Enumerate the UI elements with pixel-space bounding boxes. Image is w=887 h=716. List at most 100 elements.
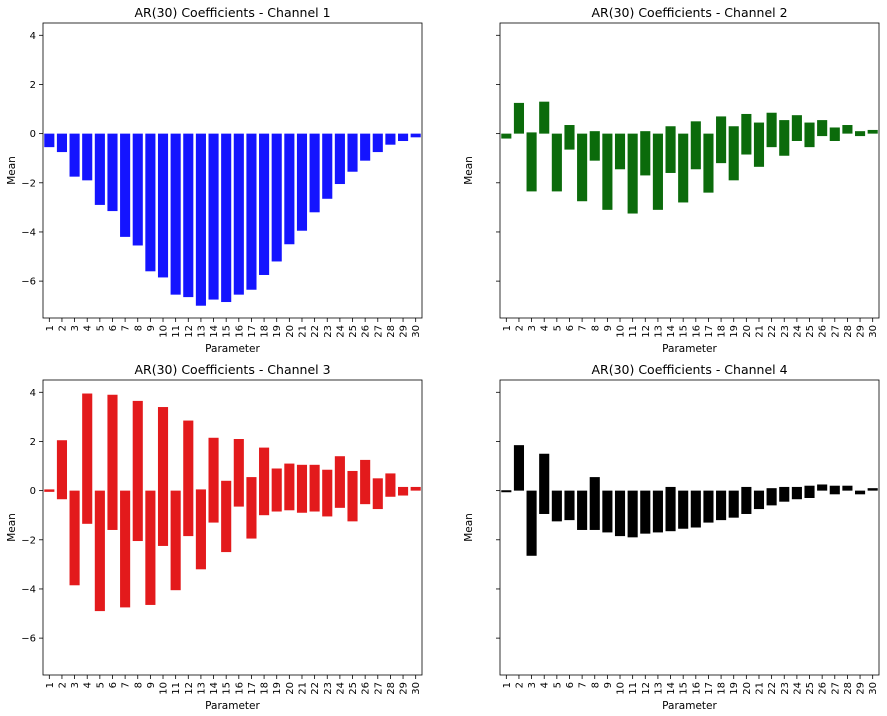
x-tick-label: 24 <box>792 682 803 695</box>
bar-param-5 <box>94 490 105 612</box>
bar-param-7 <box>120 133 131 237</box>
y-tick-label: 2 <box>30 437 36 448</box>
bar-param-27 <box>829 485 840 495</box>
x-tick-label: 1 <box>45 682 56 688</box>
x-tick-label: 23 <box>323 682 334 695</box>
bar-param-20 <box>741 486 752 514</box>
x-tick-label: 1 <box>45 325 56 331</box>
x-tick-label: 7 <box>578 682 589 688</box>
x-tick-label: 25 <box>348 325 359 338</box>
bar-param-14 <box>208 437 219 523</box>
bar-param-19 <box>271 468 282 512</box>
bar-param-7 <box>577 490 588 530</box>
x-tick-label: 25 <box>805 325 816 338</box>
y-tick-label: −6 <box>21 634 36 645</box>
x-tick-label: 2 <box>57 682 68 688</box>
bar-param-5 <box>551 133 562 192</box>
bar-param-1 <box>44 489 55 492</box>
bar-param-2 <box>56 440 68 500</box>
x-tick-label: 9 <box>146 325 157 331</box>
x-tick-label: 4 <box>83 682 94 688</box>
bar-param-5 <box>551 490 562 522</box>
bar-param-16 <box>690 490 701 528</box>
x-tick-label: 28 <box>843 682 854 695</box>
x-tick-label: 19 <box>272 325 283 338</box>
x-tick-label: 24 <box>335 682 346 695</box>
x-tick-label: 26 <box>818 682 829 695</box>
bar-param-7 <box>577 133 588 202</box>
x-tick-label: 18 <box>717 325 728 338</box>
x-tick-label: 15 <box>679 682 690 695</box>
bar-param-1 <box>44 133 55 148</box>
x-tick-label: 16 <box>234 325 245 338</box>
bar-param-8 <box>132 133 143 246</box>
x-tick-label: 30 <box>868 682 879 695</box>
bar-param-23 <box>779 120 790 156</box>
bar-param-2 <box>56 133 68 153</box>
bar-param-25 <box>347 470 358 522</box>
bar-param-18 <box>716 116 727 164</box>
x-tick-label: 6 <box>565 325 576 331</box>
x-tick-label: 6 <box>108 325 119 331</box>
y-tick-label: 4 <box>30 388 36 399</box>
x-tick-label: 9 <box>146 682 157 688</box>
bar-param-9 <box>602 490 613 533</box>
bar-param-22 <box>309 464 320 512</box>
x-tick-label: 15 <box>222 325 233 338</box>
y-axis-label: Mean <box>463 156 475 185</box>
bar-param-19 <box>271 133 282 262</box>
y-tick-label: −6 <box>21 277 36 288</box>
x-tick-label: 9 <box>603 325 614 331</box>
x-tick-label: 27 <box>830 682 841 695</box>
x-tick-label: 21 <box>754 682 765 695</box>
x-tick-label: 4 <box>83 325 94 331</box>
x-tick-label: 17 <box>704 325 715 338</box>
x-tick-label: 23 <box>780 325 791 338</box>
x-tick-label: 7 <box>121 325 132 331</box>
x-tick-label: 14 <box>209 325 220 338</box>
bar-param-26 <box>360 459 371 505</box>
x-tick-label: 14 <box>666 682 677 695</box>
x-tick-label: 11 <box>628 325 639 338</box>
y-tick-label: −2 <box>21 535 36 546</box>
bar-param-10 <box>614 490 626 537</box>
y-axis-label: Mean <box>463 513 475 542</box>
y-tick-label: 0 <box>30 486 36 497</box>
x-tick-label: 10 <box>616 325 627 338</box>
bar-param-24 <box>334 133 345 185</box>
x-tick-label: 27 <box>373 325 384 338</box>
y-axis-label: Mean <box>6 156 18 185</box>
x-tick-label: 18 <box>260 682 271 695</box>
bar-param-20 <box>284 463 295 511</box>
bar-param-19 <box>728 490 739 518</box>
bar-param-19 <box>728 126 739 181</box>
x-tick-label: 23 <box>323 325 334 338</box>
x-tick-label: 15 <box>222 682 233 695</box>
bar-param-13 <box>652 490 663 533</box>
bar-param-11 <box>627 133 638 214</box>
x-tick-label: 16 <box>691 325 702 338</box>
bar-param-24 <box>334 456 345 508</box>
chart-panel-3: AR(30) Coefficients - Channel 3−6−4−2024… <box>6 362 423 712</box>
bar-param-3 <box>526 490 537 556</box>
bar-param-16 <box>690 121 701 170</box>
bar-param-8 <box>589 131 600 161</box>
x-tick-label: 25 <box>805 682 816 695</box>
x-tick-label: 22 <box>767 682 778 695</box>
plot-frame <box>42 22 423 319</box>
bar-param-22 <box>766 112 777 148</box>
y-tick-label: 4 <box>30 31 36 42</box>
x-tick-label: 7 <box>578 325 589 331</box>
x-tick-label: 16 <box>234 682 245 695</box>
bar-param-24 <box>791 486 802 500</box>
bar-param-9 <box>602 133 613 210</box>
bar-param-15 <box>221 133 232 303</box>
x-tick-label: 14 <box>209 682 220 695</box>
bar-param-25 <box>804 485 815 498</box>
bar-param-6 <box>107 133 118 212</box>
bar-param-17 <box>246 133 257 290</box>
bar-param-25 <box>347 133 358 172</box>
bar-param-22 <box>309 133 320 213</box>
x-tick-label: 14 <box>666 325 677 338</box>
